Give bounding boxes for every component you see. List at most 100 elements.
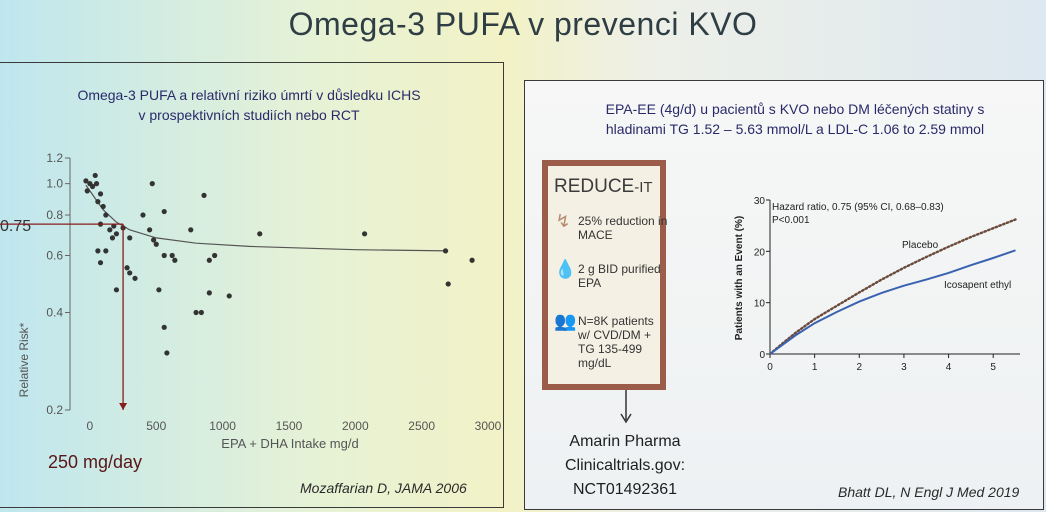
- scatter-point: [164, 350, 170, 356]
- scatter-y-tick-label: 0.8: [46, 208, 63, 222]
- left-panel-title-line2: v prospektivních studiích nebo RCT: [138, 107, 360, 123]
- scatter-point: [140, 212, 146, 218]
- scatter-x-tick-label: 3000: [475, 419, 502, 433]
- scatter-point: [100, 203, 106, 210]
- scatter-point: [97, 260, 104, 266]
- scatter-point: [83, 178, 89, 184]
- scatter-point: [201, 192, 207, 198]
- km-x-tick-label: 1: [812, 362, 818, 373]
- scatter-point: [124, 265, 130, 271]
- scatter-point: [442, 248, 449, 254]
- scatter-x-axis-label: EPA + DHA Intake mg/d: [221, 436, 358, 451]
- scatter-point: [161, 208, 167, 215]
- scatter-x-tick-label: 2000: [342, 419, 369, 433]
- scatter-y-tick-label: 1.2: [46, 151, 63, 165]
- km-x-tick-label: 3: [901, 362, 907, 373]
- km-x-tick-label: 4: [946, 362, 952, 373]
- scatter-point: [188, 227, 194, 233]
- reduce-it-item-text: 25% reduction in MACE: [578, 214, 668, 242]
- callout-x-value: 250 mg/day: [48, 452, 143, 472]
- scatter-point: [161, 324, 167, 330]
- km-annotation-p: P<0.001: [772, 215, 810, 226]
- sponsor-trial-id: NCT01492361: [572, 481, 678, 498]
- drop-icon: 💧: [554, 259, 577, 279]
- scatter-point: [445, 281, 451, 287]
- km-annotation-hr: Hazard ratio, 0.75 (95% CI, 0.68–0.83): [772, 202, 944, 213]
- km-legend-placebo: Placebo: [902, 240, 939, 251]
- scatter-point: [149, 181, 155, 187]
- km-y-tick-label: 20: [754, 247, 766, 258]
- sponsor-info: Amarin Pharma Clinicaltrials.gov: NCT014…: [550, 430, 700, 502]
- scatter-point: [132, 275, 138, 281]
- scatter-y-tick-label: 0.6: [46, 248, 63, 262]
- sponsor-name: Amarin Pharma: [569, 433, 681, 450]
- reduce-it-arrow: [620, 390, 632, 424]
- scatter-point: [198, 309, 204, 316]
- km-y-tick-label: 30: [754, 196, 766, 207]
- scatter-point: [206, 257, 212, 263]
- right-panel-title: EPA-EE (4g/d) u pacientů s KVO nebo DM l…: [565, 99, 1025, 139]
- km-x-tick-label: 0: [767, 362, 773, 373]
- people-icon: 👥: [554, 311, 577, 331]
- scatter-point: [103, 248, 109, 254]
- km-series-placebo: [768, 218, 1017, 356]
- scatter-point: [109, 235, 116, 241]
- km-series-icosapent: [769, 249, 1016, 355]
- scatter-point: [84, 188, 90, 194]
- scatter-point: [193, 309, 199, 316]
- scatter-point: [257, 231, 263, 237]
- reduce-it-suffix: -IT: [634, 179, 653, 196]
- scatter-point: [147, 227, 153, 233]
- downward-arrow-icon: ↯: [555, 211, 571, 231]
- km-y-tick-label: 0: [759, 350, 765, 361]
- scatter-point: [169, 252, 175, 259]
- scatter-point: [113, 287, 120, 293]
- event-rate-chart: 0 10 20 30 0 1 2 3 4 5 Patients with an Event (%)…: [734, 196, 1020, 373]
- left-panel: Omega-3 PUFA a relativní riziko úmrtí v …: [0, 62, 504, 508]
- scatter-point: [212, 252, 218, 259]
- right-panel-title-line2: hladinami TG 1.52 – 5.63 mmol/L a LDL-C …: [605, 121, 985, 137]
- sponsor-registry: Clinicaltrials.gov:: [564, 457, 686, 474]
- scatter-x-tick-label: 1000: [209, 419, 236, 433]
- scatter-x-tick-label: 500: [146, 419, 166, 433]
- scatter-point: [95, 199, 101, 205]
- scatter-point: [103, 212, 109, 218]
- left-citation: Mozaffarian D, JAMA 2006: [300, 480, 467, 496]
- reduce-it-item-text: N=8K patients w/ CVD/DM + TG 135-499 mg/…: [578, 314, 654, 370]
- scatter-point: [89, 183, 96, 190]
- scatter-point: [107, 227, 113, 233]
- scatter-point: [172, 257, 178, 263]
- scatter-chart: 0.2 0.4 0.6 0.8 1.0 1.2 0 500 1000 1500 2000 2500 30…: [0, 151, 502, 451]
- scatter-point: [226, 293, 232, 299]
- scatter-x-tick-label: 0: [87, 419, 94, 433]
- reduce-it-item-text: 2 g BID purified EPA: [578, 262, 661, 290]
- scatter-y-tick-label: 0.2: [46, 403, 63, 417]
- km-x-tick-label: 2: [857, 362, 863, 373]
- scatter-point: [93, 181, 100, 187]
- km-x-tick-label: 5: [990, 362, 996, 373]
- scatter-x-tick-label: 2500: [408, 419, 435, 433]
- scatter-point: [113, 231, 120, 237]
- scatter-point: [469, 257, 475, 263]
- callout-y-value: 0.75: [0, 218, 32, 235]
- scatter-point: [361, 231, 368, 237]
- reduce-it-box: REDUCE-IT ↯ 25% reduction in MACE 💧 2 g …: [542, 160, 668, 390]
- scatter-point: [97, 191, 104, 197]
- reduce-it-name: REDUCE: [554, 176, 635, 197]
- km-y-tick-label: 10: [754, 299, 766, 310]
- scatter-y-axis-label: Relative Risk*: [17, 322, 31, 397]
- scatter-point: [95, 248, 101, 254]
- scatter-point: [127, 270, 133, 276]
- scatter-point: [161, 252, 167, 259]
- right-citation: Bhatt DL, N Engl J Med 2019: [838, 484, 1020, 500]
- scatter-point: [156, 287, 162, 293]
- right-panel-title-line1: EPA-EE (4g/d) u pacientů s KVO nebo DM l…: [605, 101, 985, 117]
- reduce-it-logo: REDUCE-IT: [554, 176, 653, 198]
- scatter-point: [127, 235, 133, 241]
- scatter-x-tick-label: 1500: [276, 419, 303, 433]
- annotation-arrow-head: [119, 403, 128, 410]
- left-panel-title-line1: Omega-3 PUFA a relativní riziko úmrtí v …: [77, 87, 421, 103]
- scatter-y-tick-label: 0.4: [46, 306, 63, 320]
- scatter-trend-curve: [85, 184, 449, 252]
- left-panel-title: Omega-3 PUFA a relativní riziko úmrtí v …: [0, 85, 503, 125]
